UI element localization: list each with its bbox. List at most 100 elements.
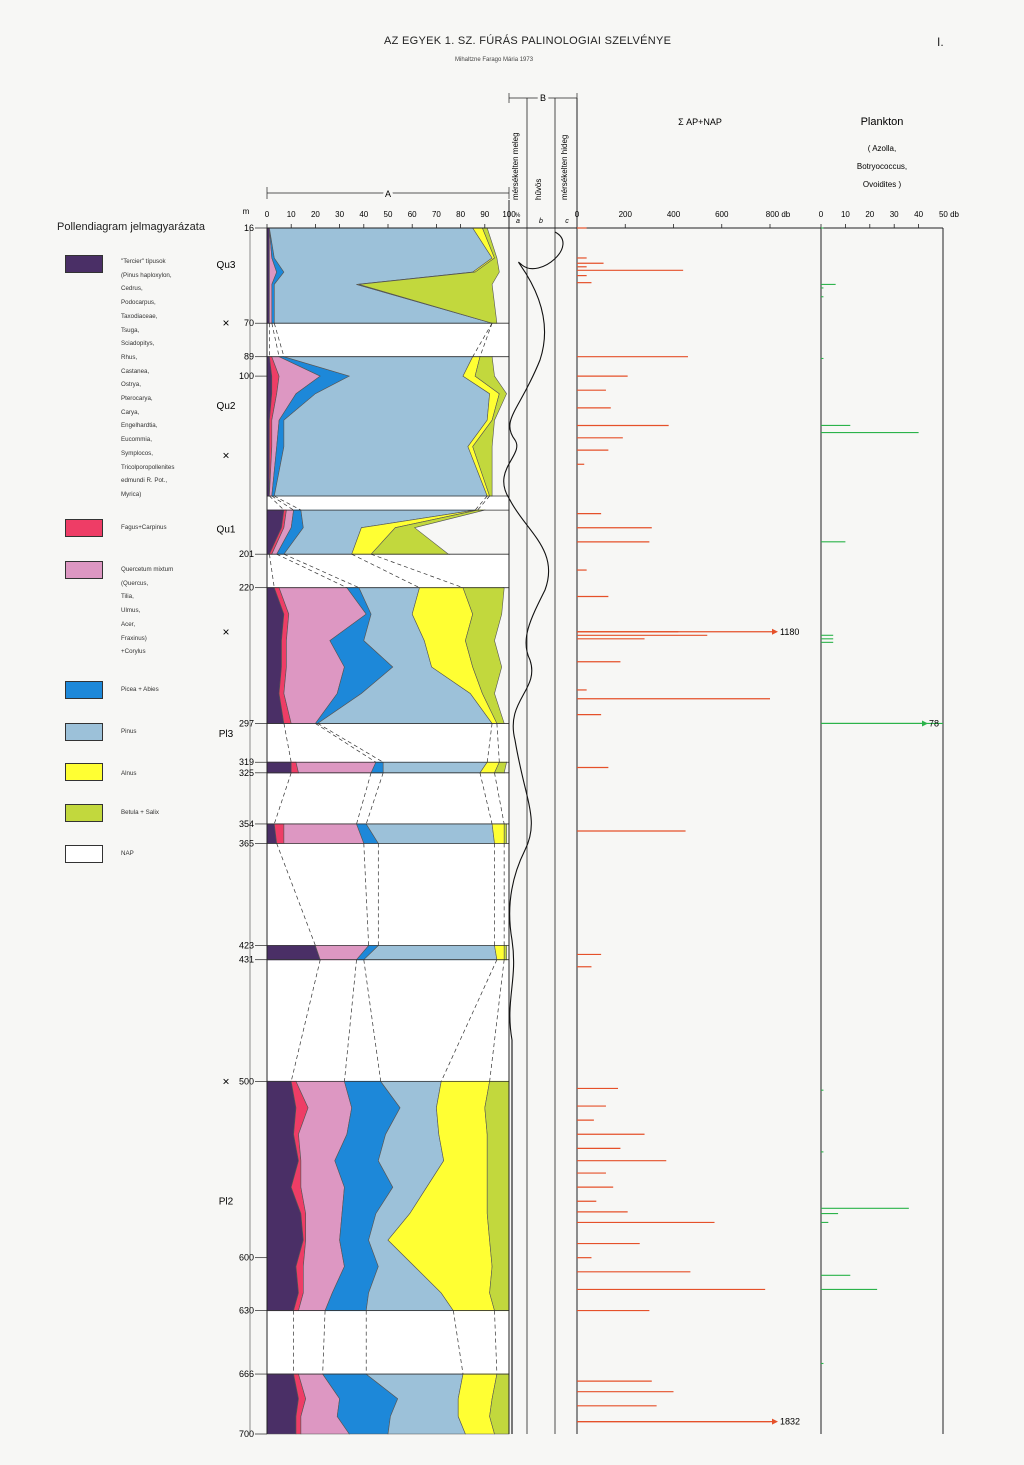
legend-label-pinus: Pinus [121, 728, 137, 735]
depth-tick-label: 297 [239, 718, 254, 728]
depth-tick-label: 500 [239, 1076, 254, 1086]
gap-connector [276, 843, 316, 946]
percent-tick-label: 70 [432, 210, 441, 219]
gap-connector [273, 772, 292, 825]
boundary-marker: × [222, 316, 229, 330]
strat-label: Pl2 [219, 1196, 234, 1207]
depth-tick-label: 220 [239, 583, 254, 593]
percent-tick-label: 50 [384, 210, 393, 219]
sum-tick-label: 200 [619, 210, 633, 219]
gap-connector [271, 323, 280, 357]
plankton-value-label: 78 [929, 718, 939, 728]
percent-tick-label: 0 [265, 210, 270, 219]
percent-tick-label: 80 [456, 210, 465, 219]
depth-tick-label: 423 [239, 941, 254, 951]
depth-tick-label: 325 [239, 768, 254, 778]
percent-tick-label: 20 [311, 210, 320, 219]
legend-swatch-fagus [65, 519, 103, 537]
gap-connector [269, 554, 275, 588]
legend-label-fagus: Fagus+Carpinus [121, 524, 167, 531]
climate-column-label: mérsékelten meleg [511, 132, 520, 200]
gap-connector [322, 1310, 326, 1375]
depth-tick-label: 600 [239, 1253, 254, 1263]
gap-connector [315, 723, 377, 763]
depth-tick-label: 365 [239, 838, 254, 848]
gap-connector [479, 323, 493, 357]
percent-tick-label: 60 [408, 210, 417, 219]
sum-tick-label: 800 db [766, 210, 791, 219]
plankton-note: Ovoidites ) [863, 180, 902, 189]
sum-arrow [772, 628, 778, 635]
gap-connector [474, 495, 488, 511]
depth-tick-label: 70 [244, 318, 254, 328]
plankton-tick-label: 50 db [939, 210, 960, 219]
gap-connector [356, 772, 372, 825]
legend-heading: Pollendiagram jelmagyarázata [57, 221, 205, 233]
gap-connector [479, 772, 493, 825]
legend-label-betula: Betula + Salix [121, 809, 160, 816]
gap-band [266, 1311, 510, 1374]
gap-band [266, 496, 510, 510]
depth-tick-label: 431 [239, 955, 254, 965]
depth-tick-label: 89 [244, 352, 254, 362]
sum-tick-label: 600 [715, 210, 729, 219]
gap-band [266, 773, 510, 824]
legend-swatch-nap [65, 845, 103, 863]
percent-tick-label: 40 [359, 210, 368, 219]
sum-title: Σ AP+NAP [678, 117, 722, 127]
legend-swatch-quercetum [65, 561, 103, 579]
gap-connector [344, 959, 357, 1082]
gap-band [266, 554, 510, 588]
plankton-title: Plankton [861, 116, 904, 128]
depth-unit-label: m [243, 207, 250, 216]
gap-connector [276, 553, 348, 589]
legend-label-nap: NAP [121, 850, 134, 857]
depth-tick-label: 100 [239, 371, 254, 381]
gap-band [266, 323, 510, 357]
plankton-tick-label: 10 [841, 210, 850, 219]
depth-tick-label: 666 [239, 1369, 254, 1379]
climate-column-label: hűvös [534, 179, 543, 200]
gap-connector [494, 772, 505, 825]
sum-tick-label: 400 [667, 210, 681, 219]
strat-label: Qu3 [217, 260, 236, 271]
percent-tick-label: 100 [502, 210, 516, 219]
climate-column-label: mérsékelten hideg [560, 135, 569, 200]
author-line: Mihaltzne Farago Mária 1973 [455, 57, 534, 63]
plankton-tick-label: 20 [865, 210, 874, 219]
sum-value-label: 1832 [780, 1417, 800, 1427]
plankton-tick-label: 30 [890, 210, 899, 219]
depth-tick-label: 201 [239, 549, 254, 559]
strat-label: Pl3 [219, 729, 234, 740]
page-title: AZ EGYEK 1. SZ. FÚRÁS PALINOLOGIAI SZELV… [384, 35, 672, 47]
gap-connector [477, 495, 490, 511]
gap-connector [440, 959, 498, 1082]
legend-swatch-tercier [65, 255, 103, 273]
climate-column-letter: c [565, 218, 569, 225]
sum-arrow [772, 1418, 778, 1425]
legend-swatch-alnus [65, 763, 103, 781]
plankton-note: Botryococcus, [857, 162, 907, 171]
plankton-tick-label: 40 [914, 210, 923, 219]
gap-connector [271, 495, 294, 511]
climate-column-letter: b [539, 218, 543, 225]
plankton-arrow [922, 720, 928, 727]
percent-tick-label: 10 [287, 210, 296, 219]
legend-swatch-pinus [65, 723, 103, 741]
gap-connector [494, 1310, 498, 1375]
gap-connector [363, 843, 369, 946]
legend-label-picea: Picea + Abies [121, 686, 159, 693]
depth-tick-label: 319 [239, 757, 254, 767]
gap-connector [269, 495, 285, 511]
gap-connector [351, 553, 420, 588]
percent-tick-label: 90 [480, 210, 489, 219]
sum-value-label: 1180 [780, 627, 799, 637]
boundary-marker: × [222, 448, 229, 462]
gap-band [266, 960, 510, 1081]
depth-tick-label: 630 [239, 1306, 254, 1316]
gap-connector [274, 495, 302, 511]
legend-label-tercier: "Tercier" típusok (Pinus haploxylon, Ced… [121, 258, 175, 498]
section-a-bg: A [385, 189, 391, 199]
gap-connector [452, 1310, 464, 1375]
